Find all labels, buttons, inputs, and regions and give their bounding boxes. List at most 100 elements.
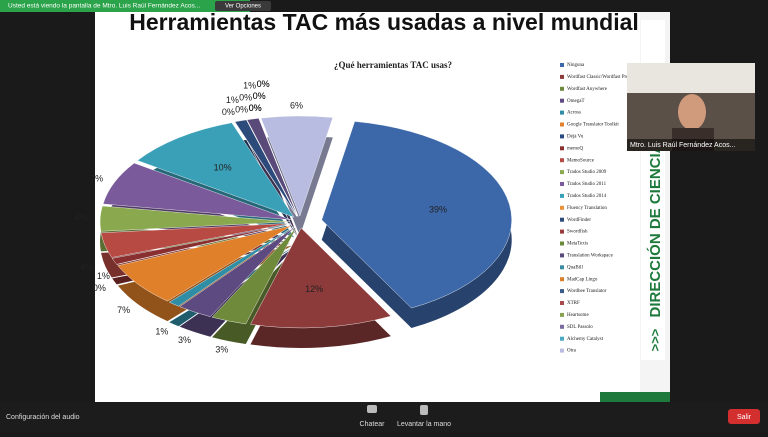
leave-button[interactable] bbox=[728, 409, 760, 424]
slice bbox=[179, 226, 295, 317]
legend-label: Wordfast Anywhere bbox=[567, 87, 608, 92]
legend-swatch bbox=[560, 253, 564, 258]
footer-tab bbox=[600, 392, 670, 404]
legend-label: SDL Passolo bbox=[567, 325, 593, 330]
legend-swatch bbox=[560, 312, 564, 317]
legend-label: XTRF bbox=[567, 301, 580, 306]
chat-button[interactable]: Chatear bbox=[360, 421, 386, 428]
data-label: 12% bbox=[305, 284, 323, 294]
legend-swatch bbox=[560, 193, 564, 198]
data-label: 1% bbox=[97, 271, 110, 281]
legend-swatch bbox=[560, 265, 564, 270]
legend-label: Wordfast Classic/Wordfast Pro bbox=[567, 75, 629, 80]
legend-label: Alchemy Catalyst bbox=[567, 337, 604, 342]
video-face bbox=[678, 94, 706, 130]
legend-label: Translation Workspace bbox=[567, 254, 614, 259]
legend-swatch bbox=[560, 182, 564, 186]
legend-swatch bbox=[560, 324, 564, 329]
data-label: 0% bbox=[222, 107, 235, 117]
legend-swatch bbox=[560, 348, 564, 353]
slice bbox=[250, 227, 392, 329]
data-label: 0% bbox=[235, 105, 248, 115]
legend-label: Trados Studio 2011 bbox=[567, 182, 607, 187]
legend-label: Heartsome bbox=[567, 313, 589, 318]
legend-label: MadCap Lingo bbox=[567, 277, 598, 282]
options-button[interactable] bbox=[215, 1, 271, 11]
slide-title: Herramientas TAC más usadas a nivel mund… bbox=[129, 9, 639, 35]
chart-title: ¿Qué herramientas TAC usas? bbox=[334, 60, 452, 70]
legend-label: Across bbox=[567, 111, 581, 116]
data-label: 1% bbox=[243, 81, 256, 91]
legend-swatch bbox=[560, 170, 564, 175]
video-name: Mtro. Luis Raúl Fernández Acos... bbox=[630, 142, 735, 149]
legend-label: Ninguna bbox=[567, 63, 585, 68]
legend-label: WordFinder bbox=[567, 218, 591, 223]
slice bbox=[168, 226, 294, 307]
data-label: 1% bbox=[226, 95, 239, 105]
data-label: 4% bbox=[75, 213, 88, 223]
legend-swatch bbox=[560, 98, 564, 103]
legend-label: MemoSource bbox=[567, 158, 595, 163]
slice bbox=[99, 205, 291, 232]
legend-swatch bbox=[560, 86, 564, 91]
legend-label: Trados Studio 2009 bbox=[567, 170, 607, 175]
legend-swatch bbox=[560, 289, 564, 294]
legend-swatch bbox=[560, 74, 564, 79]
data-label: 0% bbox=[257, 79, 270, 89]
legend-swatch bbox=[560, 63, 564, 67]
slice bbox=[246, 118, 298, 217]
slice bbox=[117, 225, 293, 302]
legend-swatch bbox=[560, 134, 564, 139]
leave-text[interactable]: Salir bbox=[737, 414, 752, 421]
legend-label: OmegaT bbox=[567, 99, 585, 104]
data-label: 0% bbox=[249, 103, 262, 113]
raise-hand-button[interactable]: Levantar la mano bbox=[397, 421, 451, 428]
legend-label: memoQ bbox=[567, 146, 583, 151]
slice bbox=[246, 119, 298, 217]
legend-label: QuaBill bbox=[567, 265, 583, 270]
slice bbox=[111, 224, 291, 265]
legend-label: Google Translator Toolkit bbox=[567, 123, 619, 128]
slice bbox=[260, 115, 334, 217]
data-label: 6% bbox=[290, 100, 303, 110]
legend-label: Trados Studio 2014 bbox=[567, 194, 607, 199]
legend-swatch bbox=[560, 336, 564, 341]
data-label: 0% bbox=[257, 79, 270, 89]
legend-swatch bbox=[560, 301, 564, 305]
data-label: 1% bbox=[155, 326, 168, 336]
legend-swatch bbox=[560, 277, 564, 282]
slice bbox=[258, 118, 299, 217]
data-label: 0% bbox=[253, 91, 266, 101]
hand-icon[interactable] bbox=[420, 405, 428, 415]
data-label: 10% bbox=[214, 162, 232, 172]
legend-label: MetaTexis bbox=[567, 242, 588, 247]
legend-label: Swordfish bbox=[567, 230, 588, 235]
side-arrows: >>> bbox=[647, 328, 662, 351]
options-text[interactable]: Ver Opciones bbox=[225, 4, 261, 10]
audio-settings[interactable]: Configuración del audio bbox=[6, 414, 80, 421]
data-label: 0% bbox=[249, 103, 262, 113]
slice bbox=[234, 119, 298, 217]
chat-icon[interactable] bbox=[367, 405, 377, 413]
data-label: 0% bbox=[253, 91, 266, 101]
slice bbox=[102, 162, 291, 220]
slice bbox=[211, 227, 297, 325]
pie-chart: 39%12%3%3%1%7%0%1%4%4%7%10%0%1%0%0%1%0%0… bbox=[75, 63, 629, 355]
slice bbox=[137, 122, 295, 218]
video-wall bbox=[627, 63, 755, 93]
data-label: 39% bbox=[429, 204, 447, 214]
data-label: 4% bbox=[80, 262, 93, 272]
data-label: 7% bbox=[90, 173, 103, 183]
video-name-bg bbox=[627, 139, 755, 151]
legend-label: Déjà Vu bbox=[567, 135, 584, 140]
data-label: 7% bbox=[117, 305, 130, 315]
legend-label: Otra bbox=[567, 349, 577, 354]
legend-swatch bbox=[560, 205, 564, 210]
data-label: 0% bbox=[249, 103, 262, 113]
legend-swatch bbox=[560, 110, 564, 115]
legend-swatch bbox=[560, 229, 564, 234]
legend-swatch bbox=[560, 122, 564, 127]
legend-label: Wordbee Translator bbox=[567, 289, 607, 294]
